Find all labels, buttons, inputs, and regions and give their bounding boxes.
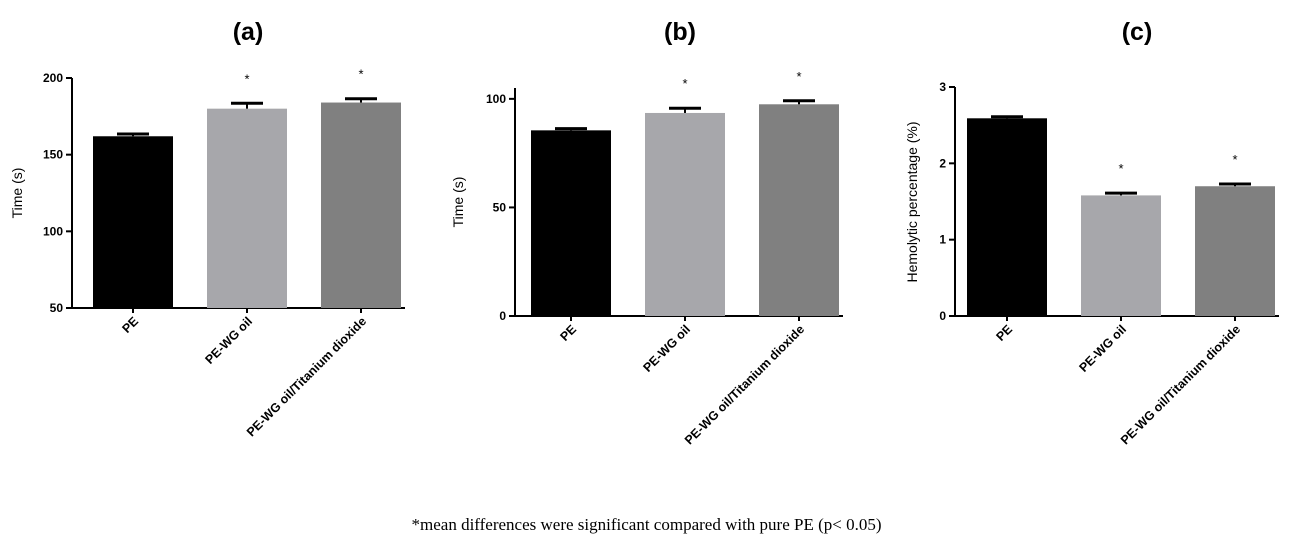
significance-marker: * bbox=[358, 67, 363, 82]
category-label: PE-WG oil bbox=[202, 314, 255, 367]
y-tick-label: 50 bbox=[493, 200, 507, 214]
bar bbox=[207, 108, 287, 309]
significance-marker: * bbox=[682, 76, 687, 91]
panel-a: (a) 50 100 150 200 Time (s) PE * PE-WG oil * PE-WG… bbox=[9, 18, 405, 439]
bar bbox=[1081, 195, 1161, 316]
panel-b: (b) 0 50 100 Time (s) PE * PE-WG oil * PE-WG oil/… bbox=[450, 18, 843, 447]
panel-title: (c) bbox=[1122, 18, 1153, 46]
y-tick-label: 100 bbox=[486, 92, 506, 106]
y-axis-label: Time (s) bbox=[9, 168, 25, 219]
y-axis-label: Hemolytic percentage (%) bbox=[904, 121, 920, 282]
category-label: PE bbox=[557, 322, 579, 344]
bar bbox=[645, 112, 725, 316]
bar bbox=[93, 136, 173, 308]
y-tick-label: 1 bbox=[939, 233, 946, 247]
significance-marker: * bbox=[1232, 152, 1237, 167]
category-label: PE bbox=[119, 314, 141, 336]
y-axis-label: Time (s) bbox=[450, 177, 466, 228]
bar bbox=[967, 118, 1047, 317]
category-label: PE-WG oil/Titanium dioxide bbox=[682, 322, 807, 447]
bar bbox=[759, 104, 839, 317]
category-label: PE-WG oil/Titanium dioxide bbox=[1118, 322, 1243, 447]
category-label: PE-WG oil bbox=[640, 322, 693, 375]
panel-title: (b) bbox=[664, 18, 696, 46]
significance-footnote: *mean differences were significant compa… bbox=[411, 515, 882, 534]
y-tick-label: 200 bbox=[43, 71, 63, 85]
bar bbox=[321, 102, 401, 309]
significance-marker: * bbox=[1118, 161, 1123, 176]
y-tick-label: 50 bbox=[50, 301, 64, 315]
panel-title: (a) bbox=[233, 18, 264, 46]
panel-c: (c) 0 1 2 3 Hemolytic percentage (%) PE * PE-WG … bbox=[904, 18, 1279, 447]
category-label: PE bbox=[993, 322, 1015, 344]
y-tick-label: 3 bbox=[939, 80, 946, 94]
y-tick-label: 2 bbox=[939, 156, 946, 170]
bar bbox=[1195, 186, 1275, 316]
significance-marker: * bbox=[244, 71, 249, 86]
category-label: PE-WG oil bbox=[1076, 322, 1129, 375]
y-tick-label: 0 bbox=[499, 309, 506, 323]
y-tick-label: 100 bbox=[43, 224, 63, 238]
y-tick-label: 150 bbox=[43, 148, 63, 162]
significance-marker: * bbox=[796, 69, 801, 84]
category-label: PE-WG oil/Titanium dioxide bbox=[244, 314, 369, 439]
y-tick-label: 0 bbox=[939, 309, 946, 323]
bar bbox=[531, 130, 611, 316]
